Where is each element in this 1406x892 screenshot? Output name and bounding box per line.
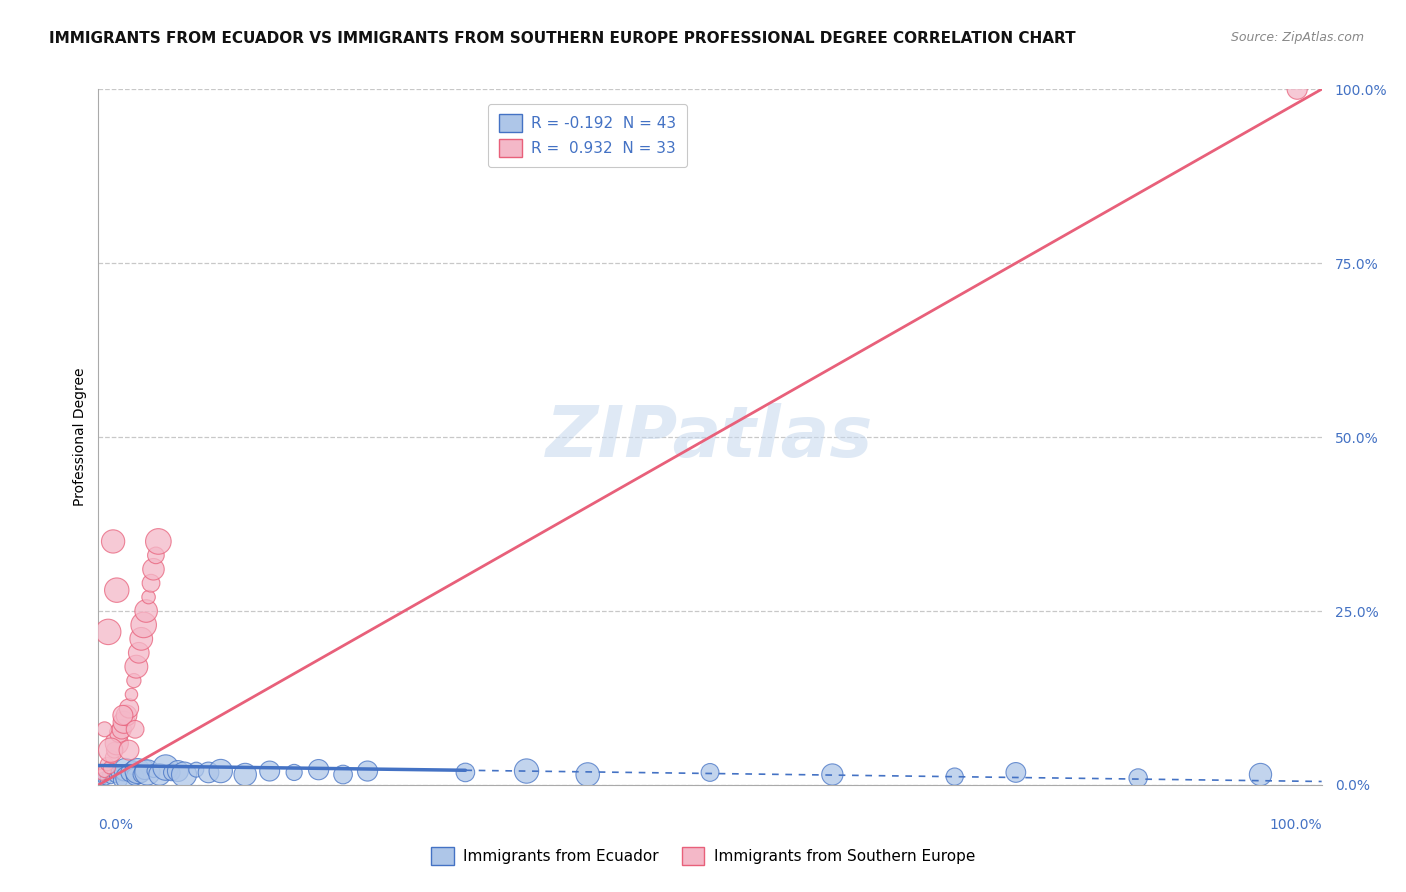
Point [173, 767, 195, 781]
Point [128, 646, 150, 660]
Point [1250, 767, 1272, 781]
Text: Source: ZipAtlas.com: Source: ZipAtlas.com [1230, 31, 1364, 45]
Point [943, 770, 966, 784]
Point [90, 774, 112, 789]
Point [124, 723, 146, 737]
Point [129, 632, 152, 646]
Point [118, 743, 141, 757]
Point [115, 708, 138, 723]
Point [134, 763, 156, 777]
Point [103, 743, 125, 757]
Point [122, 673, 145, 688]
Point [98, 760, 121, 774]
Point [111, 723, 134, 737]
Point [111, 767, 134, 781]
Point [167, 764, 190, 778]
Point [114, 763, 136, 777]
Point [100, 772, 122, 786]
Point [124, 770, 146, 784]
Point [120, 688, 142, 702]
Text: 100.0%: 100.0% [1270, 818, 1322, 832]
Point [1286, 82, 1309, 96]
Point [142, 562, 165, 576]
Legend: R = -0.192  N = 43, R =  0.932  N = 33: R = -0.192 N = 43, R = 0.932 N = 33 [488, 103, 688, 168]
Point [110, 773, 132, 788]
Point [91, 771, 114, 785]
Point [101, 750, 124, 764]
Point [112, 715, 135, 730]
Point [145, 549, 167, 563]
Point [96, 757, 118, 772]
Point [148, 534, 170, 549]
Point [1004, 765, 1026, 780]
Point [93, 723, 115, 737]
Point [1128, 771, 1150, 785]
Point [454, 765, 477, 780]
Point [139, 576, 162, 591]
Point [155, 760, 177, 774]
Point [100, 743, 122, 757]
Point [821, 767, 844, 781]
Point [209, 764, 232, 778]
Point [93, 764, 115, 778]
Point [105, 736, 128, 750]
Point [118, 701, 141, 715]
Point [125, 659, 148, 673]
Point [233, 767, 256, 781]
Point [91, 767, 114, 781]
Point [121, 760, 143, 774]
Point [97, 767, 120, 781]
Point [142, 764, 165, 778]
Point [149, 767, 172, 781]
Text: 0.0%: 0.0% [98, 818, 134, 832]
Point [127, 764, 149, 778]
Point [101, 764, 124, 778]
Point [135, 604, 157, 618]
Point [129, 767, 152, 781]
Point [356, 764, 378, 778]
Point [94, 772, 117, 787]
Point [104, 770, 127, 784]
Point [283, 765, 305, 780]
Point [101, 534, 124, 549]
Point [516, 764, 538, 778]
Point [259, 764, 281, 778]
Point [576, 767, 599, 781]
Point [108, 726, 131, 740]
Point [136, 765, 159, 780]
Point [117, 771, 139, 785]
Point [132, 618, 155, 632]
Point [308, 763, 330, 777]
Point [197, 765, 219, 780]
Point [111, 708, 134, 723]
Point [120, 765, 142, 780]
Text: IMMIGRANTS FROM ECUADOR VS IMMIGRANTS FROM SOUTHERN EUROPE PROFESSIONAL DEGREE C: IMMIGRANTS FROM ECUADOR VS IMMIGRANTS FR… [49, 31, 1076, 46]
Point [138, 590, 160, 604]
Point [160, 765, 183, 780]
Point [107, 765, 129, 780]
Y-axis label: Professional Degree: Professional Degree [73, 368, 87, 507]
Point [105, 583, 128, 598]
Point [186, 763, 208, 777]
Point [699, 765, 721, 780]
Point [97, 624, 120, 639]
Point [332, 767, 354, 781]
Legend: Immigrants from Ecuador, Immigrants from Southern Europe: Immigrants from Ecuador, Immigrants from… [425, 841, 981, 871]
Text: ZIPatlas: ZIPatlas [547, 402, 873, 472]
